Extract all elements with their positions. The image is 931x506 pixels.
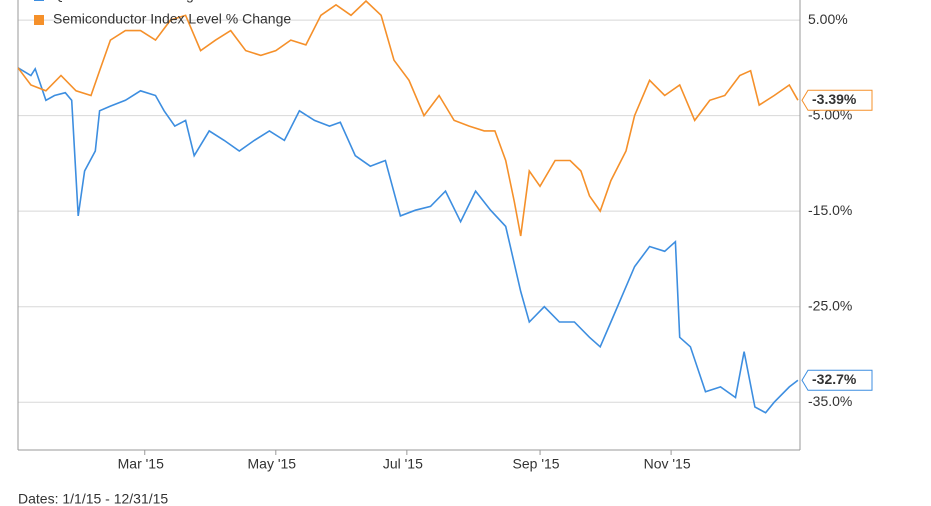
end-label: -32.7% — [812, 371, 857, 387]
line-series — [17, 66, 799, 414]
y-tick-label: -35.0% — [808, 393, 852, 409]
end-label-box — [801, 369, 873, 391]
x-tick-label: May '15 — [248, 456, 297, 472]
legend-swatch — [34, 15, 44, 25]
line-series — [17, 0, 799, 237]
x-tick-label: Mar '15 — [118, 456, 164, 472]
end-label-box — [801, 89, 873, 111]
legend-label: QCOM Price % Change — [53, 0, 202, 3]
y-tick-label: -25.0% — [808, 297, 852, 313]
plot-area — [18, 0, 800, 450]
legend-swatch — [34, 0, 44, 1]
end-label: -3.39% — [812, 91, 857, 107]
y-tick-label: 5.00% — [808, 11, 848, 27]
legend-label: Semiconductor Index Level % Change — [53, 11, 291, 27]
footer: Dates: 1/1/15 - 12/31/15 — [18, 491, 168, 506]
x-tick-label: Sep '15 — [513, 456, 560, 472]
x-tick-label: Nov '15 — [644, 456, 691, 472]
y-tick-label: -15.0% — [808, 202, 852, 218]
x-tick-label: Jul '15 — [383, 456, 423, 472]
